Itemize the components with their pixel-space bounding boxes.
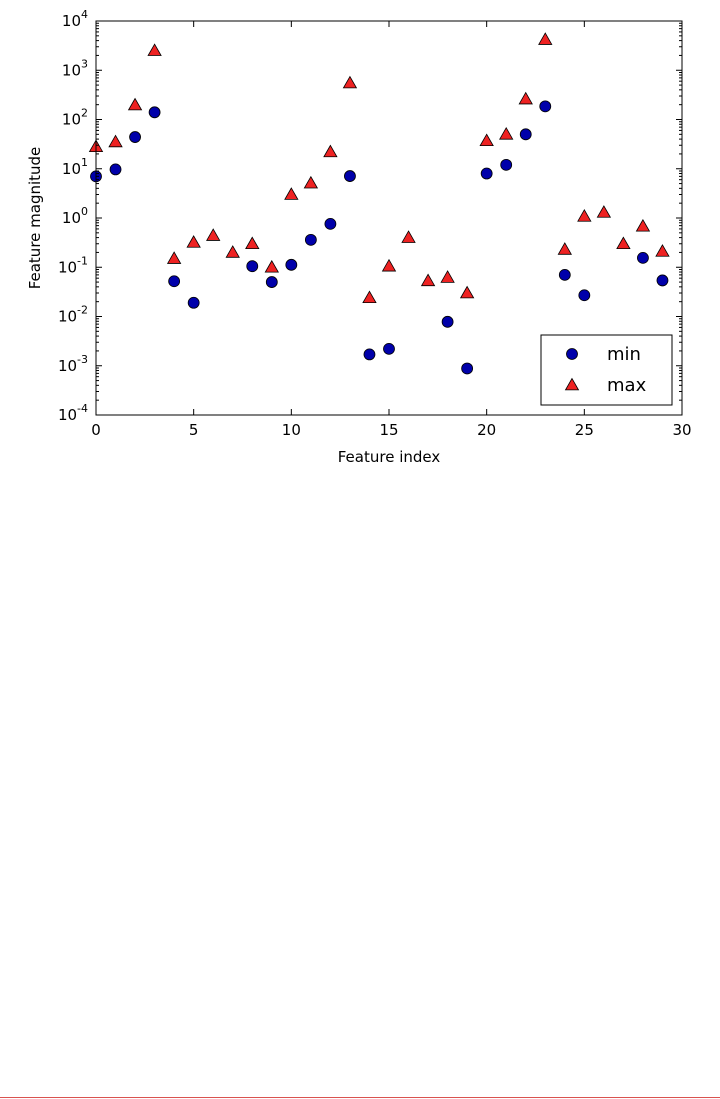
max-point bbox=[264, 259, 279, 273]
min-point bbox=[383, 342, 395, 355]
x-axis-label: Feature index bbox=[338, 448, 441, 466]
x-tick-label: 0 bbox=[91, 421, 101, 439]
min-point bbox=[265, 276, 278, 288]
max-point bbox=[538, 32, 553, 45]
axis-ticks: 0 5 10 15 20 25 30 10-4 10-3 10-2 10-1 100 101 102 103… bbox=[58, 8, 692, 439]
legend-marker-max bbox=[564, 377, 580, 391]
min-point bbox=[519, 128, 532, 141]
y-tick-label: 104 bbox=[62, 8, 88, 30]
max-point bbox=[303, 175, 319, 189]
max-point bbox=[420, 273, 436, 287]
min-point bbox=[324, 217, 337, 230]
max-point bbox=[596, 205, 612, 218]
min-point bbox=[187, 296, 200, 309]
min-point bbox=[578, 289, 591, 302]
min-point bbox=[344, 170, 356, 182]
max-point bbox=[440, 270, 455, 283]
y-tick-label: 10-3 bbox=[58, 353, 88, 375]
max-point bbox=[108, 134, 123, 148]
max-point bbox=[518, 91, 533, 105]
max-point bbox=[616, 236, 631, 250]
min-point bbox=[461, 362, 474, 375]
page-bottom-rule bbox=[0, 1097, 720, 1098]
max-point bbox=[147, 43, 162, 56]
y-tick-label: 10-2 bbox=[58, 304, 88, 326]
legend-label-max: max bbox=[607, 375, 647, 396]
legend-marker-min bbox=[566, 348, 578, 360]
y-tick-label: 103 bbox=[62, 57, 88, 79]
max-point bbox=[381, 258, 397, 272]
min-point bbox=[500, 158, 513, 171]
min-point bbox=[637, 251, 649, 264]
min-point bbox=[148, 106, 161, 119]
max-point bbox=[284, 187, 299, 200]
y-tick-label: 102 bbox=[62, 107, 88, 129]
min-point bbox=[363, 348, 376, 361]
y-tick-label: 101 bbox=[62, 156, 88, 178]
max-point bbox=[459, 285, 475, 299]
max-point bbox=[342, 75, 358, 89]
min-point bbox=[109, 163, 122, 176]
data-markers bbox=[88, 32, 670, 375]
min-point bbox=[246, 260, 259, 273]
max-point bbox=[635, 218, 651, 232]
min-point bbox=[285, 258, 298, 271]
y-tick-label: 10-4 bbox=[58, 402, 88, 424]
max-point bbox=[127, 97, 143, 111]
max-point bbox=[225, 245, 240, 258]
x-tick-label: 20 bbox=[477, 421, 496, 439]
max-point bbox=[186, 235, 201, 248]
min-point bbox=[441, 315, 454, 328]
min-point bbox=[168, 275, 181, 288]
max-point bbox=[323, 144, 338, 158]
legend: min max bbox=[540, 334, 673, 406]
min-point bbox=[656, 274, 669, 287]
x-tick-label: 30 bbox=[672, 421, 691, 439]
x-tick-label: 15 bbox=[379, 421, 398, 439]
max-point bbox=[401, 230, 416, 243]
min-point bbox=[304, 233, 317, 246]
max-point bbox=[362, 290, 377, 304]
max-point bbox=[166, 251, 182, 264]
max-point bbox=[655, 244, 670, 257]
x-tick-label: 25 bbox=[575, 421, 594, 439]
legend-label-min: min bbox=[607, 344, 641, 365]
y-tick-label: 100 bbox=[62, 205, 88, 227]
max-point bbox=[557, 242, 572, 255]
y-axis-label: Feature magnitude bbox=[26, 147, 44, 290]
y-tick-label: 10-1 bbox=[58, 254, 88, 276]
max-point bbox=[206, 228, 221, 241]
legend-box bbox=[540, 334, 673, 406]
x-tick-label: 10 bbox=[282, 421, 301, 439]
max-point bbox=[499, 127, 514, 140]
min-point bbox=[480, 167, 493, 180]
max-point bbox=[577, 209, 592, 222]
max-point bbox=[479, 133, 494, 147]
min-point bbox=[558, 268, 571, 281]
scatter-chart: 0 5 10 15 20 25 30 10-4 10-3 10-2 10-1 100 101 102 103… bbox=[26, 8, 692, 466]
max-point bbox=[245, 236, 260, 250]
x-tick-label: 5 bbox=[189, 421, 199, 439]
min-point bbox=[539, 100, 552, 113]
min-point bbox=[129, 131, 141, 143]
